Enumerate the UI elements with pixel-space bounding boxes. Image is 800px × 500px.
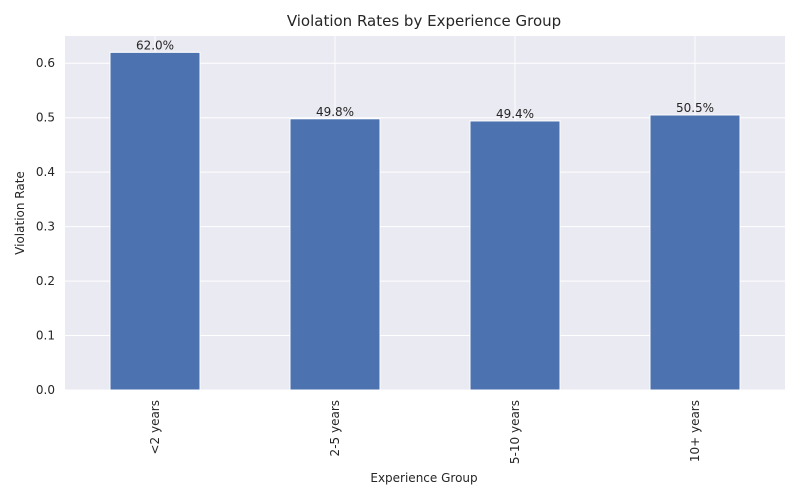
y-tick-label: 0.6: [36, 56, 55, 70]
y-tick-label: 0.3: [36, 220, 55, 234]
y-tick-label: 0.0: [36, 383, 55, 397]
y-tick-label: 0.4: [36, 165, 55, 179]
bar: [649, 114, 741, 391]
bar-data-label: 49.8%: [316, 105, 354, 119]
chart-title: Violation Rates by Experience Group: [287, 12, 561, 30]
bar-data-label: 62.0%: [136, 38, 174, 52]
bar: [289, 118, 381, 391]
y-tick-label: 0.1: [36, 329, 55, 343]
x-tick-label: 10+ years: [688, 400, 702, 462]
y-tick-label: 0.2: [36, 274, 55, 288]
bars: [109, 51, 741, 391]
x-axis-ticks: <2 years 2-5 years 5-10 years 10+ years: [148, 400, 702, 464]
x-tick-label: 2-5 years: [328, 400, 342, 456]
y-tick-label: 0.5: [36, 111, 55, 125]
x-tick-label: 5-10 years: [508, 400, 522, 464]
bar: [469, 120, 561, 391]
bar: [109, 51, 201, 391]
x-axis-label: Experience Group: [370, 471, 477, 485]
bar-data-label: 50.5%: [676, 101, 714, 115]
y-axis-ticks: 0.0 0.1 0.2 0.3 0.4 0.5 0.6: [36, 56, 55, 397]
bar-labels: 62.0% 49.8% 49.4% 50.5%: [136, 38, 714, 121]
bar-data-label: 49.4%: [496, 107, 534, 121]
y-axis-label: Violation Rate: [13, 171, 27, 255]
x-tick-label: <2 years: [148, 400, 162, 455]
